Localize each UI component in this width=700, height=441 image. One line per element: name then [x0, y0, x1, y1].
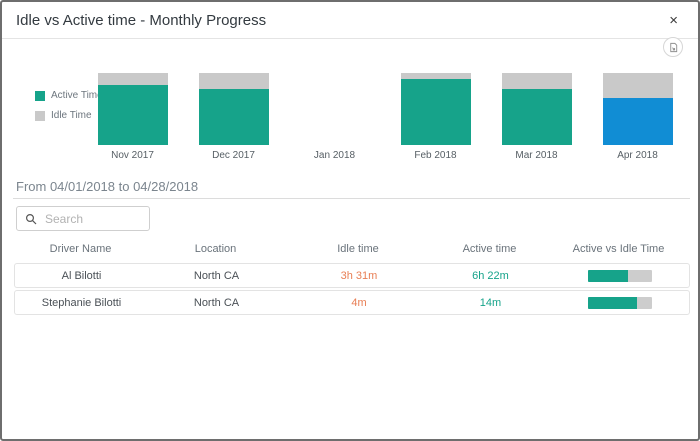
- section-divider: [13, 198, 690, 199]
- date-range-label: From 04/01/2018 to 04/28/2018: [16, 179, 199, 194]
- idle-time-cell: 4m: [351, 296, 367, 309]
- active-segment: [97, 85, 168, 145]
- x-axis-labels: Nov 2017 Dec 2017 Jan 2018 Feb 2018 Mar 2018…: [82, 150, 688, 161]
- legend-color-chip: [35, 90, 45, 101]
- location-cell: North CA: [193, 269, 240, 282]
- location-cell: North CA: [193, 296, 240, 309]
- bar-chart: [82, 73, 688, 145]
- x-axis-label: Jan 2018: [313, 150, 356, 161]
- idle-segment: [97, 73, 168, 86]
- bar-slot: [284, 73, 385, 145]
- table-row: Stephanie Bilotti North CA 4m 14m: [14, 290, 690, 315]
- search-input[interactable]: [43, 210, 141, 227]
- close-icon[interactable]: ×: [665, 11, 682, 30]
- column-header-active-vs-idle: Active vs Idle Time: [572, 243, 665, 255]
- active-segment: [198, 88, 269, 145]
- x-axis-label: Apr 2018: [617, 150, 658, 161]
- search-icon: [25, 213, 37, 225]
- active-vs-idle-progress-bar: [587, 269, 652, 282]
- bar-slot: [587, 73, 688, 145]
- search-box[interactable]: [16, 206, 150, 231]
- active-segment: [400, 78, 471, 145]
- driver-name-cell: Al Bilotti: [61, 269, 102, 282]
- active-vs-idle-cell: [548, 269, 691, 282]
- table-header-row: Driver Name Location Idle time Active ti…: [14, 243, 690, 255]
- active-vs-idle-progress-bar: [587, 296, 652, 309]
- bar-slot: [82, 73, 183, 145]
- column-header-idle-time: Idle time: [337, 243, 379, 255]
- bar-slot: [486, 73, 587, 145]
- active-segment: [501, 88, 572, 145]
- legend-item: Idle Time: [35, 110, 103, 121]
- column-header-active-time: Active time: [462, 243, 517, 255]
- x-axis-label: Nov 2017: [111, 150, 154, 161]
- idle-segment: [400, 73, 471, 79]
- bar-slot: [183, 73, 284, 145]
- stacked-bar[interactable]: [501, 73, 572, 145]
- idle-segment: [602, 73, 673, 99]
- active-vs-idle-cell: [548, 296, 691, 309]
- export-button[interactable]: [663, 37, 683, 57]
- legend-label: Active Time: [51, 90, 103, 101]
- bar-slot: [385, 73, 486, 145]
- idle-segment: [501, 73, 572, 89]
- idle-segment: [198, 73, 269, 89]
- progress-fill: [587, 269, 629, 282]
- table-body: Al Bilotti North CA 3h 31m 6h 22m Stephanie …: [14, 263, 690, 315]
- x-axis-label: Mar 2018: [515, 150, 558, 161]
- active-time-cell: 6h 22m: [472, 269, 509, 282]
- column-header-driver-name: Driver Name: [49, 243, 112, 255]
- active-segment: [602, 98, 673, 145]
- export-icon: [668, 42, 679, 53]
- column-header-location: Location: [194, 243, 237, 255]
- idle-time-cell: 3h 31m: [340, 269, 378, 282]
- x-axis-label: Feb 2018: [414, 150, 457, 161]
- legend-color-chip: [35, 110, 45, 121]
- drivers-table: Driver Name Location Idle time Active ti…: [14, 243, 690, 317]
- progress-fill: [587, 296, 638, 309]
- stacked-bar[interactable]: [97, 73, 168, 145]
- stacked-bar[interactable]: [198, 73, 269, 145]
- chart-legend: Active Time Idle Time: [35, 90, 103, 130]
- stacked-bar[interactable]: [602, 73, 673, 145]
- table-row: Al Bilotti North CA 3h 31m 6h 22m: [14, 263, 690, 288]
- stacked-bar[interactable]: [400, 73, 471, 145]
- x-axis-label: Dec 2017: [212, 150, 255, 161]
- driver-name-cell: Stephanie Bilotti: [41, 296, 122, 309]
- legend-item: Active Time: [35, 90, 103, 101]
- legend-label: Idle Time: [51, 110, 92, 121]
- dialog-title: Idle vs Active time - Monthly Progress: [16, 11, 267, 29]
- dialog-titlebar: Idle vs Active time - Monthly Progress ×: [2, 2, 698, 39]
- active-time-cell: 14m: [479, 296, 502, 309]
